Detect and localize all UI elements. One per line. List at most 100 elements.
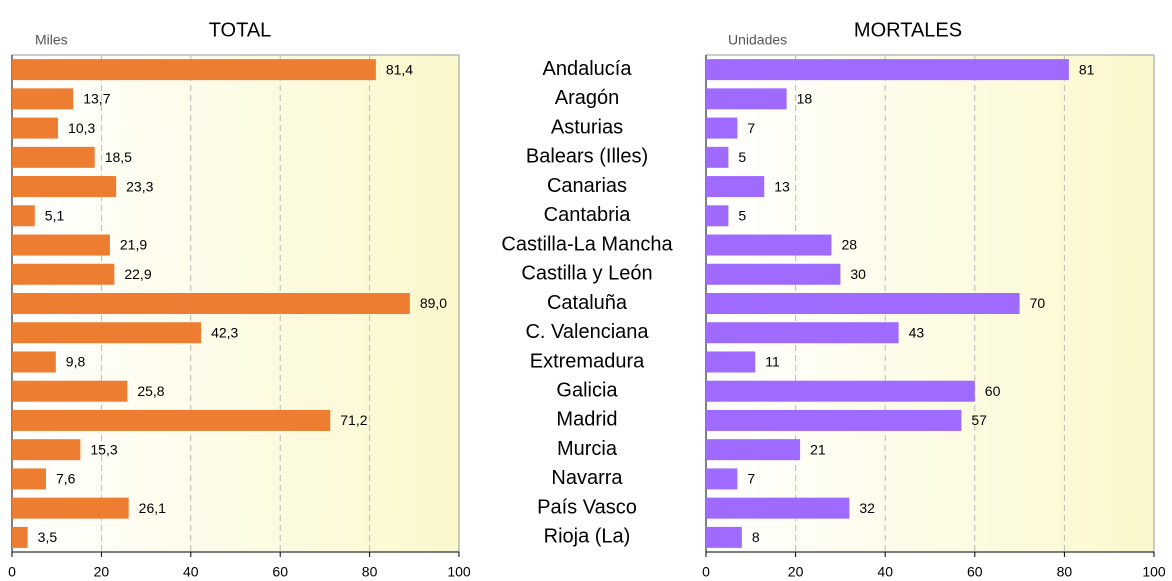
chart-title: MORTALES xyxy=(854,19,962,41)
category-label: Balears (Illes) xyxy=(526,146,648,168)
data-label: 5 xyxy=(738,207,746,223)
data-label: 32 xyxy=(859,500,875,516)
category-label: Murcia xyxy=(557,438,618,460)
data-label: 23,3 xyxy=(126,178,153,194)
bar xyxy=(12,176,117,198)
x-tick-label: 20 xyxy=(788,564,804,580)
bar xyxy=(706,117,738,139)
bar xyxy=(12,322,202,344)
data-label: 8 xyxy=(752,529,760,545)
bar xyxy=(12,380,128,402)
category-label: Aragón xyxy=(555,87,620,109)
bar xyxy=(706,146,729,168)
x-tick-label: 60 xyxy=(967,564,983,580)
bar xyxy=(12,117,59,139)
data-label: 18 xyxy=(797,91,813,107)
data-label: 7 xyxy=(747,471,755,487)
data-label: 42,3 xyxy=(211,324,238,340)
bar xyxy=(706,468,738,490)
data-label: 60 xyxy=(985,383,1001,399)
data-label: 30 xyxy=(850,266,866,282)
bar xyxy=(12,234,110,256)
x-tick-label: 100 xyxy=(1142,564,1166,580)
bar xyxy=(12,468,46,490)
category-label: Madrid xyxy=(556,409,617,431)
data-label: 57 xyxy=(971,412,987,428)
bar xyxy=(706,176,765,198)
bar xyxy=(706,59,1069,81)
category-label: Asturias xyxy=(551,116,623,138)
bar xyxy=(706,351,756,373)
data-label: 25,8 xyxy=(137,383,164,399)
bar xyxy=(706,234,832,256)
category-label: C. Valenciana xyxy=(525,321,649,343)
data-label: 3,5 xyxy=(38,529,58,545)
bar xyxy=(706,205,729,227)
data-label: 15,3 xyxy=(90,441,117,457)
unit-label: Miles xyxy=(35,32,68,48)
category-label: Extremadura xyxy=(530,350,645,372)
data-label: 71,2 xyxy=(340,412,367,428)
bar xyxy=(12,439,81,461)
category-label: Cataluña xyxy=(547,292,628,314)
data-label: 13,7 xyxy=(83,91,110,107)
category-label: País Vasco xyxy=(537,496,637,518)
x-tick-label: 40 xyxy=(877,564,893,580)
category-label: Andalucía xyxy=(543,58,633,80)
bar xyxy=(12,146,95,168)
bar xyxy=(12,205,35,227)
x-tick-label: 100 xyxy=(447,564,471,580)
data-label: 21,9 xyxy=(120,237,147,253)
bar xyxy=(12,59,376,81)
data-label: 21 xyxy=(810,441,826,457)
x-tick-label: 40 xyxy=(183,564,199,580)
data-label: 89,0 xyxy=(420,295,447,311)
category-label: Canarias xyxy=(547,175,627,197)
bar xyxy=(706,439,801,461)
data-label: 10,3 xyxy=(68,120,95,136)
data-label: 5,1 xyxy=(45,207,65,223)
bar xyxy=(706,409,962,431)
x-tick-label: 0 xyxy=(8,564,16,580)
bar xyxy=(706,293,1020,314)
bar xyxy=(12,497,129,519)
bar xyxy=(12,409,331,431)
unit-label: Unidades xyxy=(728,32,787,48)
bar xyxy=(12,263,115,285)
bar xyxy=(706,380,975,402)
data-label: 70 xyxy=(1030,295,1046,311)
x-tick-label: 20 xyxy=(94,564,110,580)
bar xyxy=(12,351,56,373)
category-label: Rioja (La) xyxy=(544,526,631,548)
data-label: 26,1 xyxy=(139,500,166,516)
x-tick-label: 60 xyxy=(272,564,288,580)
category-label: Navarra xyxy=(551,467,623,489)
data-label: 5 xyxy=(738,149,746,165)
bar xyxy=(12,526,28,548)
x-tick-label: 80 xyxy=(1057,564,1073,580)
bar xyxy=(706,88,787,110)
bar xyxy=(706,526,742,548)
data-label: 11 xyxy=(765,354,780,370)
data-label: 81,4 xyxy=(386,61,413,77)
x-tick-label: 80 xyxy=(362,564,378,580)
data-label: 9,8 xyxy=(66,354,86,370)
data-label: 7 xyxy=(747,120,755,136)
data-label: 28 xyxy=(841,237,857,253)
data-label: 43 xyxy=(909,324,925,340)
bar xyxy=(12,293,410,314)
bar xyxy=(706,263,841,285)
bar xyxy=(706,322,899,344)
data-label: 18,5 xyxy=(105,149,132,165)
category-label: Galicia xyxy=(556,379,618,401)
data-label: 13 xyxy=(774,178,790,194)
category-label: Castilla y León xyxy=(521,263,652,285)
category-label: Castilla-La Mancha xyxy=(501,233,673,255)
data-label: 7,6 xyxy=(56,471,76,487)
x-tick-label: 0 xyxy=(702,564,710,580)
chart-title: TOTAL xyxy=(209,19,272,41)
data-label: 22,9 xyxy=(124,266,151,282)
data-label: 81 xyxy=(1079,61,1095,77)
bar xyxy=(12,88,74,110)
